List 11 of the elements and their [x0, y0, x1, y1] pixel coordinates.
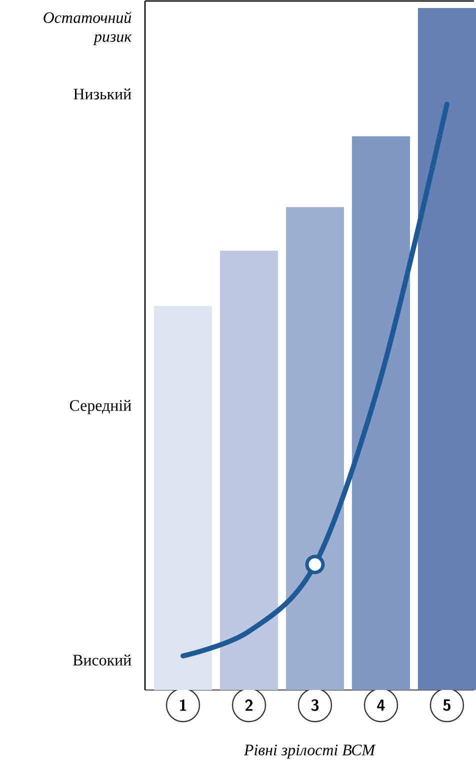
x-tick-label: 4 [377, 700, 385, 711]
x-tick-label: 3 [311, 699, 319, 711]
x-tick-label: 1 [180, 699, 186, 711]
x-tick-label: 5 [443, 699, 450, 711]
x-axis-title: Рівні зрілості ВСМ [244, 744, 376, 759]
text: Середній [70, 400, 132, 414]
text: Високий [73, 654, 132, 666]
bar [418, 8, 476, 690]
text: Низький [74, 88, 132, 100]
y-axis-title: Остаточний ризик [44, 12, 132, 46]
x-tick-label: 2 [245, 699, 252, 711]
